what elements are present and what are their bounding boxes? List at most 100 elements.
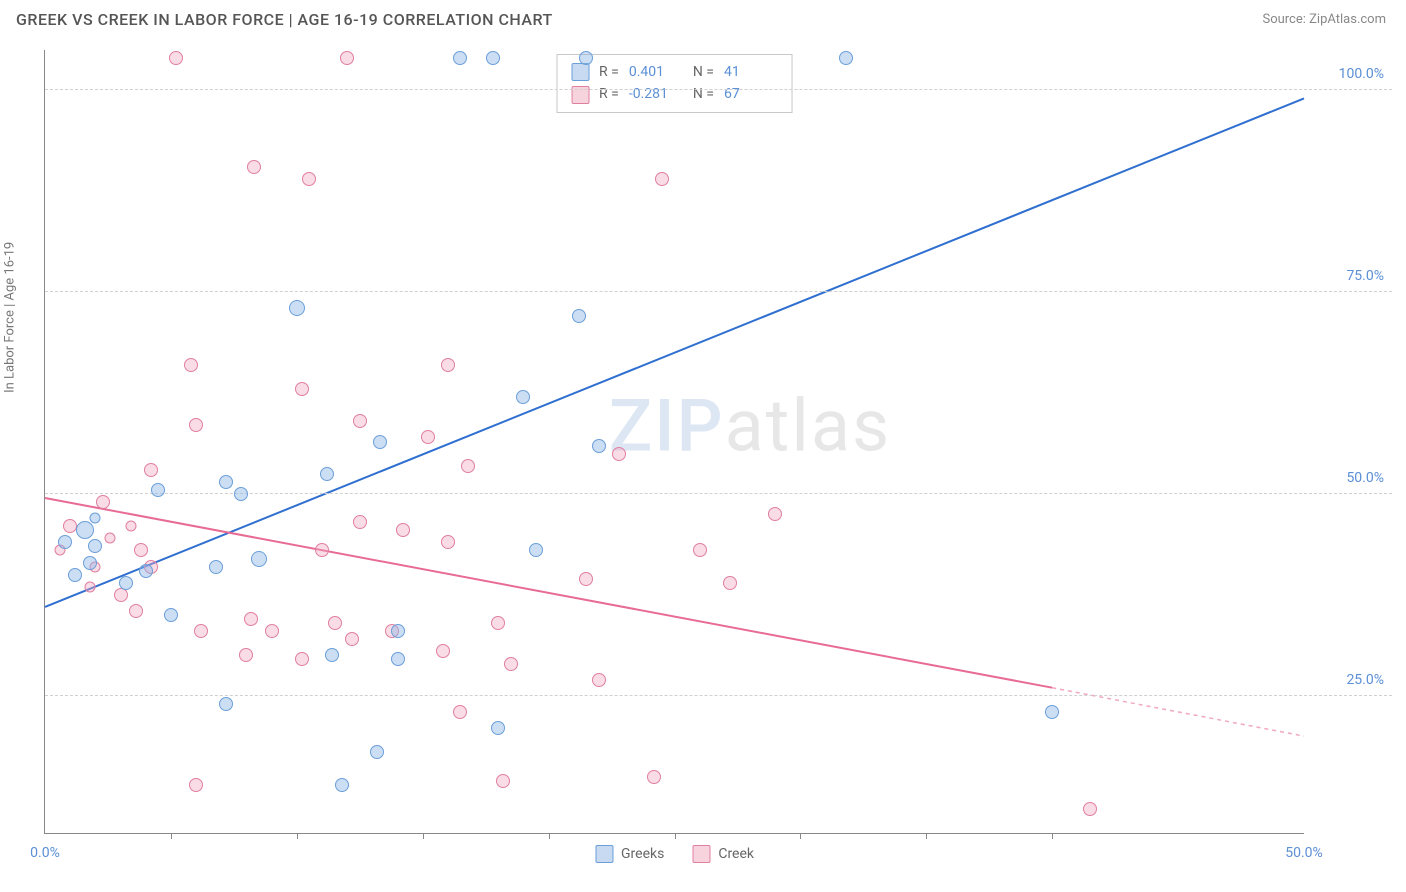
creek-marker bbox=[125, 521, 136, 532]
greeks-r-value: 0.401 bbox=[629, 61, 683, 83]
greeks-marker bbox=[76, 521, 94, 539]
creek-marker bbox=[579, 572, 593, 586]
creek-marker bbox=[105, 533, 116, 544]
creek-marker bbox=[96, 495, 110, 509]
greeks-marker bbox=[839, 51, 853, 65]
greeks-marker bbox=[164, 608, 178, 622]
gridline bbox=[45, 695, 1392, 696]
x-tick bbox=[1052, 833, 1053, 839]
n-label: N = bbox=[693, 83, 714, 105]
greeks-marker bbox=[572, 309, 586, 323]
greeks-marker bbox=[234, 487, 248, 501]
creek-marker bbox=[340, 51, 354, 65]
gridline bbox=[45, 291, 1392, 292]
greeks-marker bbox=[370, 745, 384, 759]
y-tick-label: 25.0% bbox=[1346, 672, 1384, 688]
greeks-marker bbox=[391, 652, 405, 666]
gridline bbox=[45, 89, 1392, 90]
greeks-marker bbox=[151, 483, 165, 497]
creek-marker bbox=[114, 588, 128, 602]
creek-marker bbox=[302, 172, 316, 186]
creek-marker bbox=[315, 543, 329, 557]
chart-header: GREEK VS CREEK IN LABOR FORCE | AGE 16-1… bbox=[0, 0, 1406, 37]
series-legend: Greeks Creek bbox=[595, 845, 754, 863]
y-tick-label: 100.0% bbox=[1339, 66, 1384, 82]
trendline bbox=[45, 98, 1304, 607]
legend-item-greeks: Greeks bbox=[595, 845, 664, 863]
creek-marker bbox=[328, 616, 342, 630]
creek-marker bbox=[396, 523, 410, 537]
n-label: N = bbox=[693, 61, 714, 83]
legend-item-creek: Creek bbox=[692, 845, 754, 863]
creek-marker bbox=[244, 612, 258, 626]
stats-legend-creek: R = -0.281 N = 67 bbox=[571, 83, 778, 105]
greeks-marker bbox=[529, 543, 543, 557]
watermark-atlas: atlas bbox=[725, 383, 892, 468]
creek-marker bbox=[353, 515, 367, 529]
stats-legend: R = 0.401 N = 41 R = -0.281 N = 67 bbox=[556, 54, 793, 113]
chart-source: Source: ZipAtlas.com bbox=[1262, 12, 1386, 27]
greeks-marker bbox=[68, 568, 82, 582]
y-tick-label: 50.0% bbox=[1346, 470, 1384, 486]
creek-marker bbox=[496, 774, 510, 788]
creek-marker bbox=[144, 463, 158, 477]
creek-marker bbox=[592, 673, 606, 687]
creek-r-value: -0.281 bbox=[629, 83, 683, 105]
greeks-marker bbox=[58, 535, 72, 549]
creek-marker bbox=[265, 624, 279, 638]
creek-marker bbox=[441, 358, 455, 372]
greeks-marker bbox=[209, 560, 223, 574]
x-tick bbox=[297, 833, 298, 839]
creek-marker bbox=[353, 414, 367, 428]
greeks-marker bbox=[453, 51, 467, 65]
creek-marker bbox=[239, 648, 253, 662]
greeks-marker bbox=[289, 300, 305, 316]
x-tick-label: 50.0% bbox=[1285, 845, 1323, 861]
creek-marker bbox=[295, 382, 309, 396]
creek-marker bbox=[504, 657, 518, 671]
creek-marker bbox=[461, 459, 475, 473]
creek-marker bbox=[647, 770, 661, 784]
greeks-marker bbox=[219, 697, 233, 711]
trend-lines-svg bbox=[45, 50, 1304, 833]
creek-marker bbox=[723, 576, 737, 590]
creek-marker bbox=[85, 581, 96, 592]
greeks-marker bbox=[335, 778, 349, 792]
creek-marker bbox=[612, 447, 626, 461]
legend-label-creek: Creek bbox=[718, 846, 754, 862]
creek-marker bbox=[441, 535, 455, 549]
legend-swatch-creek bbox=[571, 86, 589, 104]
greeks-marker bbox=[391, 624, 405, 638]
watermark: ZIPatlas bbox=[609, 383, 891, 468]
greeks-marker bbox=[516, 390, 530, 404]
greeks-marker bbox=[83, 556, 97, 570]
x-tick bbox=[171, 833, 172, 839]
legend-label-greeks: Greeks bbox=[621, 846, 664, 862]
greeks-marker bbox=[320, 467, 334, 481]
greeks-marker bbox=[88, 539, 102, 553]
greeks-marker bbox=[592, 439, 606, 453]
creek-n-value: 67 bbox=[724, 83, 778, 105]
greeks-marker bbox=[251, 551, 267, 567]
creek-marker bbox=[63, 519, 77, 533]
x-tick bbox=[800, 833, 801, 839]
creek-marker bbox=[436, 644, 450, 658]
x-tick-label: 0.0% bbox=[30, 845, 60, 861]
greeks-marker bbox=[90, 513, 101, 524]
stats-legend-greeks: R = 0.401 N = 41 bbox=[571, 61, 778, 83]
greeks-n-value: 41 bbox=[724, 61, 778, 83]
greeks-marker bbox=[486, 51, 500, 65]
greeks-marker bbox=[139, 564, 153, 578]
watermark-zip: ZIP bbox=[609, 383, 725, 468]
plot-area: ZIPatlas R = 0.401 N = 41 R = -0.281 N =… bbox=[44, 50, 1304, 834]
creek-marker bbox=[655, 172, 669, 186]
trendline bbox=[45, 498, 1052, 688]
chart-container: In Labor Force | Age 16-19 ZIPatlas R = … bbox=[14, 42, 1392, 880]
creek-marker bbox=[491, 616, 505, 630]
creek-marker bbox=[247, 160, 261, 174]
greeks-marker bbox=[119, 576, 133, 590]
greeks-marker bbox=[579, 51, 593, 65]
creek-marker bbox=[421, 430, 435, 444]
greeks-marker bbox=[1045, 705, 1059, 719]
creek-marker bbox=[129, 604, 143, 618]
